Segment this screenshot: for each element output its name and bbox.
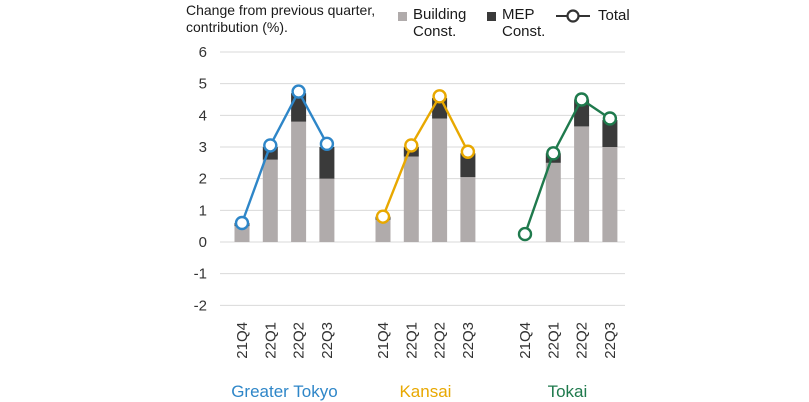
total-line-tokai <box>523 97 611 235</box>
legend-item-mep: MEP Const. <box>487 6 545 40</box>
x-tick-label-greater-tokyo-22Q2: 22Q2 <box>291 322 308 359</box>
y-tick-label--1: -1 <box>194 266 207 283</box>
legend-label-building-line-1: Building <box>413 6 467 23</box>
x-tick-label-greater-tokyo-21Q4: 21Q4 <box>234 322 251 359</box>
group-label-greater-tokyo: Greater Tokyo <box>231 382 337 401</box>
x-tick-label-kansai-22Q3: 22Q3 <box>460 322 477 359</box>
bar-building-tokai-22Q3 <box>602 147 618 242</box>
legend-label-total: Total <box>598 7 630 24</box>
total-marker-greater-tokyo-22Q2 <box>291 84 306 99</box>
bar-building-kansai-22Q1 <box>403 156 419 242</box>
bar-building-greater-tokyo-22Q2 <box>291 121 307 242</box>
legend-swatch-mep <box>487 12 496 21</box>
y-axis-title-line-2: contribution (%). <box>186 19 288 35</box>
total-marker-kansai-21Q4 <box>375 209 391 224</box>
legend-label-mep-line-2: Const. <box>502 23 546 40</box>
x-tick-label-tokai-21Q4: 21Q4 <box>517 322 534 359</box>
y-tick-label-4: 4 <box>199 107 207 124</box>
bar-mep-tokai-22Q3 <box>602 120 618 147</box>
x-tick-label-kansai-21Q4: 21Q4 <box>375 322 392 359</box>
bar-building-greater-tokyo-22Q1 <box>262 159 278 242</box>
total-marker-tokai-21Q4 <box>517 226 533 242</box>
legend-item-total: Total <box>556 6 630 24</box>
legend-swatch-building <box>398 12 407 21</box>
bar-building-tokai-22Q1 <box>545 162 561 242</box>
bar-building-greater-tokyo-22Q3 <box>319 178 335 242</box>
x-tick-label-tokai-22Q1: 22Q1 <box>545 322 562 359</box>
bar-building-kansai-21Q4 <box>375 219 391 242</box>
x-tick-label-kansai-22Q1: 22Q1 <box>403 322 420 359</box>
x-tick-label-greater-tokyo-22Q3: 22Q3 <box>319 322 336 359</box>
x-tick-label-kansai-22Q2: 22Q2 <box>432 322 449 359</box>
bar-building-kansai-22Q2 <box>432 118 448 242</box>
bar-building-tokai-22Q2 <box>574 126 590 242</box>
y-axis-title: Change from previous quarter, contributi… <box>186 2 396 36</box>
y-tick-label-5: 5 <box>199 76 207 93</box>
bar-mep-greater-tokyo-22Q3 <box>319 147 335 179</box>
legend-item-building: Building Const. <box>398 6 466 40</box>
total-marker-greater-tokyo-22Q3 <box>319 136 335 152</box>
legend-label-building-line-2: Const. <box>413 23 457 40</box>
group-label-tokai: Tokai <box>548 382 588 401</box>
total-marker-kansai-22Q2 <box>432 89 447 104</box>
total-marker-kansai-22Q1 <box>404 138 419 153</box>
bar-building-kansai-22Q3 <box>460 177 476 242</box>
y-axis-title-line-1: Change from previous quarter, <box>186 2 376 18</box>
total-marker-tokai-22Q2 <box>574 92 589 107</box>
y-tick-label-0: 0 <box>199 234 207 251</box>
total-marker-kansai-22Q3 <box>460 144 476 159</box>
group-label-kansai: Kansai <box>399 382 451 401</box>
y-tick-label-2: 2 <box>199 171 207 188</box>
bar-mep-kansai-22Q3 <box>460 153 476 178</box>
x-tick-label-tokai-22Q2: 22Q2 <box>574 322 591 359</box>
legend-line-marker-total <box>556 9 590 23</box>
total-marker-greater-tokyo-22Q1 <box>263 138 278 153</box>
bar-building-greater-tokyo-21Q4 <box>234 226 250 242</box>
total-marker-tokai-22Q1 <box>546 146 561 161</box>
total-line-kansai <box>381 93 469 218</box>
y-tick-label-1: 1 <box>199 202 207 219</box>
total-marker-tokai-22Q3 <box>602 111 618 126</box>
y-tick-label-6: 6 <box>199 44 207 61</box>
total-marker-greater-tokyo-21Q4 <box>234 215 250 231</box>
x-tick-label-greater-tokyo-22Q1: 22Q1 <box>262 322 279 359</box>
legend-label-mep-line-1: MEP <box>502 6 535 23</box>
x-tick-label-tokai-22Q3: 22Q3 <box>602 322 619 359</box>
y-tick-label-3: 3 <box>199 139 207 156</box>
total-line-greater-tokyo <box>240 89 328 224</box>
y-tick-label--2: -2 <box>194 297 207 314</box>
